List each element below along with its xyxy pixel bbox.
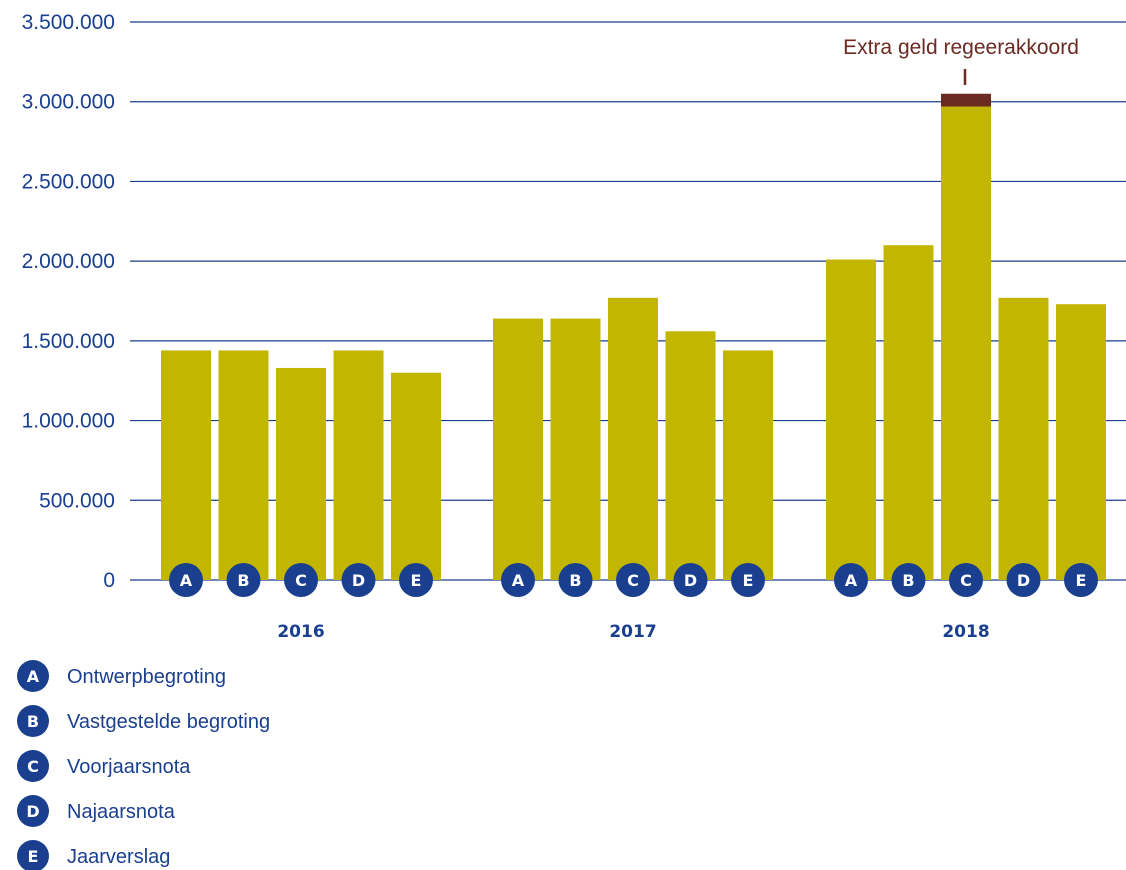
stage-badge [891, 563, 926, 597]
legend-label: Voorjaarsnota [67, 756, 191, 778]
stage-badge-letter: B [569, 571, 581, 590]
bar-2017-A [493, 318, 543, 580]
legend-badge [17, 840, 49, 870]
bar-2018-D [998, 297, 1049, 580]
bar-2018-B [883, 245, 934, 580]
stage-badge [834, 563, 868, 597]
bar-2016-D [333, 350, 384, 580]
stage-badge [284, 563, 318, 597]
stage-badge-letter: C [960, 571, 972, 590]
legend-badge-letter: A [27, 667, 40, 686]
y-tick-label: 3.500.000 [22, 11, 115, 34]
bar-2018-E [1056, 304, 1106, 580]
bar-2017-E [723, 350, 773, 580]
bars [161, 93, 1106, 581]
bar-2016-A [161, 350, 211, 580]
y-tick-label: 1.000.000 [22, 410, 115, 433]
stage-badge-letter: B [902, 571, 914, 590]
stage-badge [501, 563, 535, 597]
bar-extra-segment [941, 93, 991, 107]
y-axis-ticks: 0 500.000 1.000.000 1.500.000 2.000.000 2.500… [22, 11, 115, 592]
stage-badge-letter: E [743, 571, 754, 590]
stage-badge [558, 563, 593, 597]
stage-badge [226, 563, 261, 597]
y-tick-label: 0 [103, 569, 115, 592]
legend-badge [17, 705, 49, 737]
bar-2017-C [608, 297, 658, 580]
legend-badge-letter: B [27, 712, 39, 731]
bar-2018-C [941, 106, 991, 581]
year-label: 2017 [609, 622, 656, 642]
annotation-label: Extra geld regeerakkoord [843, 36, 1079, 59]
stage-badge [399, 563, 433, 597]
year-label: 2016 [277, 622, 324, 642]
bar-2016-C [276, 367, 326, 580]
bar-2017-D [665, 331, 716, 580]
y-tick-label: 2.000.000 [22, 250, 115, 273]
stage-badge-letter: D [684, 571, 697, 590]
stage-badge-letter: D [352, 571, 365, 590]
legend-badge-letter: D [26, 802, 39, 821]
stage-badge-letter: A [845, 571, 858, 590]
stage-badge [169, 563, 203, 597]
stage-badge-letter: C [627, 571, 639, 590]
y-tick-label: 3.000.000 [22, 91, 115, 114]
stage-badge [673, 563, 708, 597]
stage-badge-letter: A [180, 571, 193, 590]
stage-badge [1064, 563, 1098, 597]
legend-label: Vastgestelde begroting [67, 711, 270, 733]
extra-annotation: Extra geld regeerakkoord [843, 36, 1079, 85]
stage-badge [731, 563, 765, 597]
legend-badge [17, 660, 49, 692]
legend-badge-letter: E [28, 847, 39, 866]
legend-label: Jaarverslag [67, 846, 170, 868]
stage-badge [341, 563, 376, 597]
legend-label: Ontwerpbegroting [67, 666, 226, 688]
stage-badge-letter: A [512, 571, 525, 590]
year-labels: 2016 2017 2018 [277, 622, 989, 642]
stage-badge-letter: C [295, 571, 307, 590]
stage-badge-letter: D [1017, 571, 1030, 590]
y-tick-label: 1.500.000 [22, 330, 115, 353]
stage-badge-letter: B [237, 571, 249, 590]
stage-badge-letter: E [1076, 571, 1087, 590]
bar-2018-A [826, 259, 876, 580]
stage-badge-letter: E [411, 571, 422, 590]
y-tick-label: 500.000 [39, 489, 115, 512]
bar-2016-B [218, 350, 269, 580]
y-tick-label: 2.500.000 [22, 170, 115, 193]
stage-badge [1006, 563, 1041, 597]
year-label: 2018 [942, 622, 989, 642]
bar-2017-B [550, 318, 601, 580]
stage-badge [616, 563, 650, 597]
legend: A Ontwerpbegroting B Vastgestelde begroting… [17, 660, 270, 870]
legend-badge [17, 750, 49, 782]
stage-badge [949, 563, 983, 597]
legend-badge-letter: C [27, 757, 39, 776]
legend-badge [17, 795, 49, 827]
bar-2016-E [391, 372, 441, 580]
legend-label: Najaarsnota [67, 801, 176, 823]
